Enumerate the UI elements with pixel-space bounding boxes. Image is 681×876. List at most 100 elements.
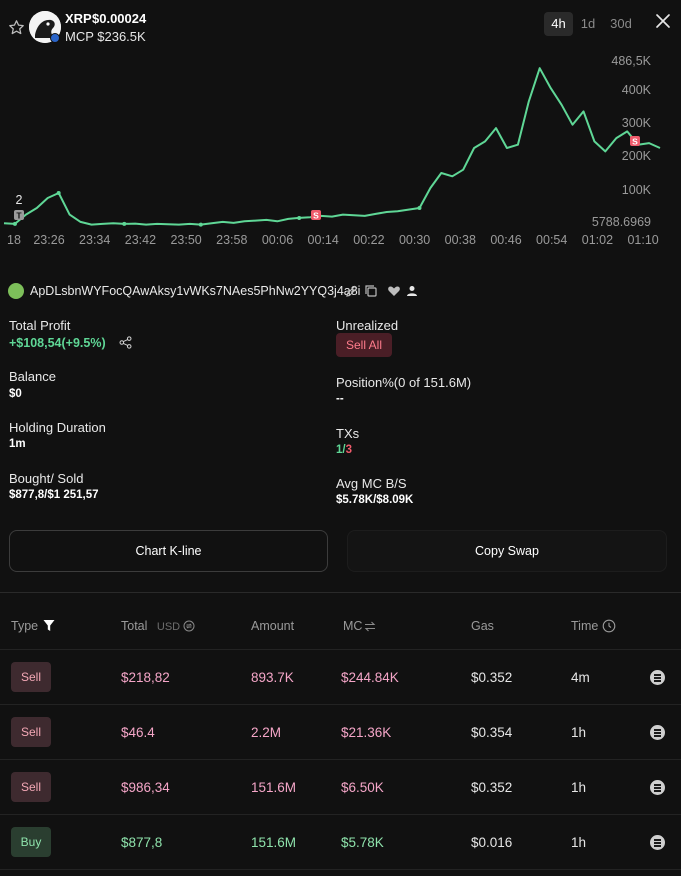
row-amount: 151.6M — [251, 835, 297, 850]
x-tick-label: 00:46 — [490, 233, 521, 247]
x-tick-label: 23:34 — [79, 233, 110, 247]
total-profit-value: +$108,54(+9.5%) — [9, 336, 106, 350]
holding-duration-label: Holding Duration — [9, 420, 106, 435]
x-tick-label: 00:54 — [536, 233, 567, 247]
header-total: Total USD — [121, 619, 180, 633]
price-point — [297, 215, 302, 220]
currency-toggle-icon[interactable] — [183, 620, 195, 632]
row-menu-icon[interactable] — [650, 835, 665, 850]
token-header: XRP $0.00024 MCP $236.5K 4h 1d 30d — [0, 0, 681, 50]
table-row[interactable]: Buy $877,8 151.6M $5.78K $0.016 1h — [0, 815, 681, 870]
section-divider — [0, 592, 681, 593]
trade-marker-label: S — [313, 211, 319, 221]
wallet-avatar — [8, 283, 24, 299]
x-tick-label: 01:10 — [627, 233, 658, 247]
header-type[interactable]: Type — [11, 619, 55, 633]
x-tick-label: 00:30 — [399, 233, 430, 247]
txs-value: 1/3 — [336, 444, 352, 456]
chart-kline-button[interactable]: Chart K-line — [9, 530, 328, 572]
x-tick-label: 00:14 — [308, 233, 339, 247]
row-time: 4m — [571, 670, 590, 685]
trade-marker-label: S — [632, 137, 638, 147]
row-menu-icon[interactable] — [650, 725, 665, 740]
copy-swap-button[interactable]: Copy Swap — [347, 530, 667, 572]
x-tick-label: 23:42 — [125, 233, 156, 247]
bought-sold-label: Bought/ Sold — [9, 471, 84, 486]
heart-icon[interactable] — [387, 284, 401, 298]
wallet-row: ApDLsbnWYFocQAwAksy1vWKs7NAes5PhNw2YYQ3j… — [8, 283, 673, 301]
txs-buys: 1 — [336, 444, 343, 456]
header-amount: Amount — [251, 619, 295, 633]
token-price: $0.00024 — [92, 11, 147, 26]
star-icon[interactable] — [8, 19, 25, 36]
filter-icon[interactable] — [43, 619, 55, 632]
clock-icon[interactable] — [602, 619, 616, 633]
row-menu-icon[interactable] — [650, 670, 665, 685]
header-gas: Gas — [471, 619, 494, 633]
unrealized-label: Unrealized — [336, 318, 399, 333]
row-total: $877,8 — [121, 835, 163, 850]
trade-marker — [311, 210, 321, 220]
y-tick-label: 486,5K — [611, 54, 651, 68]
price-point — [12, 221, 17, 226]
row-time: 1h — [571, 835, 587, 850]
swap-arrows-icon[interactable] — [364, 621, 376, 632]
timeframe-4h[interactable]: 4h — [544, 12, 573, 36]
price-point — [122, 221, 127, 226]
header-total-unit: USD — [156, 621, 181, 633]
avg-mc-label: Avg MC B/S — [336, 476, 407, 491]
x-tick-label: 18 — [7, 233, 21, 247]
row-total: $46.4 — [121, 725, 155, 740]
type-badge: Sell — [11, 662, 51, 692]
sell-all-button[interactable]: Sell All — [336, 333, 392, 357]
row-amount: 893.7K — [251, 670, 294, 685]
y-tick-label: 400K — [622, 83, 652, 97]
table-row[interactable]: Sell $218,82 893.7K $244.84K $0.352 4m — [0, 650, 681, 705]
position-value: -- — [336, 393, 344, 405]
table-row[interactable]: Sell $986,34 151.6M $6.50K $0.352 1h — [0, 760, 681, 815]
row-mc: $6.50K — [341, 780, 384, 795]
copy-icon[interactable] — [364, 284, 378, 298]
x-tick-label: 00:22 — [353, 233, 384, 247]
row-gas: $0.016 — [471, 835, 513, 850]
row-gas: $0.352 — [471, 780, 513, 795]
row-time: 1h — [571, 725, 587, 740]
edit-icon[interactable] — [345, 284, 359, 298]
x-tick-label: 00:06 — [262, 233, 293, 247]
timeframe-30d[interactable]: 30d — [610, 16, 632, 31]
y-tick-label: 5788.6969 — [592, 215, 651, 229]
txs-separator: / — [342, 444, 346, 456]
table-row[interactable]: Sell $46.4 2.2M $21.36K $0.354 1h — [0, 705, 681, 760]
timeframe-1d[interactable]: 1d — [580, 16, 596, 31]
bought-sold-value: $877,8/$1 251,57 — [9, 489, 99, 501]
row-menu-icon[interactable] — [650, 780, 665, 795]
close-icon[interactable] — [654, 12, 672, 30]
total-profit-label: Total Profit — [9, 318, 71, 333]
header-mc: MC — [343, 619, 363, 633]
position-label: Position%(0 of 151.6M) — [336, 375, 472, 390]
trade-marker — [630, 136, 640, 146]
trade-marker — [14, 210, 24, 220]
row-gas: $0.352 — [471, 670, 513, 685]
user-icon[interactable] — [405, 284, 419, 298]
header-time: Time — [571, 619, 599, 633]
table-top-border — [0, 649, 681, 650]
chain-badge-icon — [50, 33, 60, 43]
price-chart-svg: 486,5K 400K 300K 200K 100K 5788.6969 18 23:26 23… — [3, 54, 661, 247]
balance-value: $0 — [9, 388, 22, 400]
wallet-address[interactable]: ApDLsbnWYFocQAwAksy1vWKs7NAes5PhNw2YYQ3j… — [30, 284, 361, 298]
x-tick-label: 23:50 — [170, 233, 201, 247]
type-badge: Sell — [11, 772, 51, 802]
x-tick-label: 01:02 — [582, 233, 613, 247]
trade-marker-count: 2 — [16, 193, 23, 207]
x-tick-label: 23:26 — [33, 233, 64, 247]
type-badge: Buy — [11, 827, 51, 857]
x-tick-label: 00:38 — [445, 233, 476, 247]
x-tick-label: 23:58 — [216, 233, 247, 247]
share-icon[interactable] — [119, 336, 132, 349]
price-point — [198, 222, 203, 227]
txs-sells: 3 — [345, 444, 353, 456]
price-point — [417, 205, 422, 210]
balance-label: Balance — [9, 369, 56, 384]
header-type-label: Type — [11, 619, 39, 633]
